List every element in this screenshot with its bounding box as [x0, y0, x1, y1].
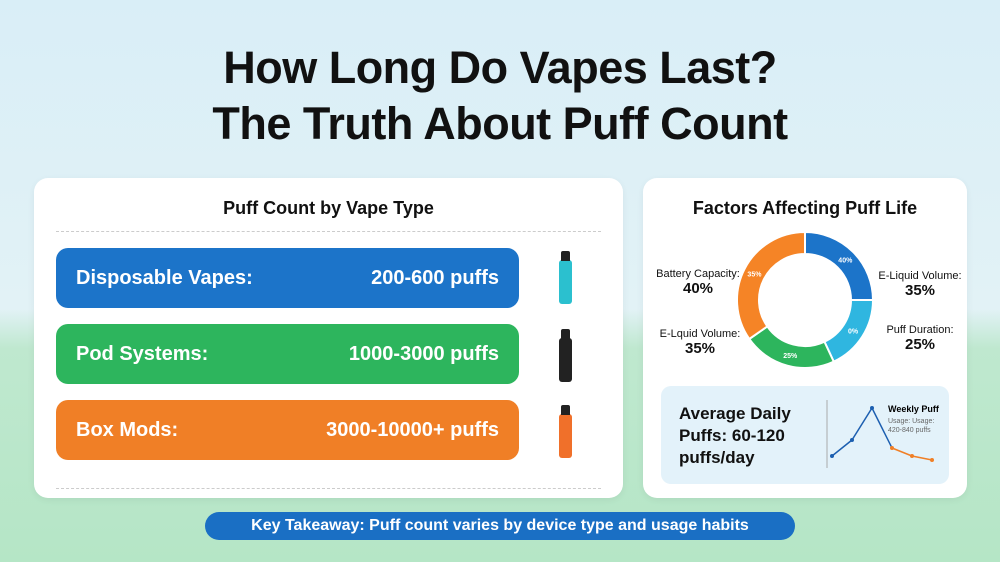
line-segment [891, 447, 913, 457]
bar-value: 3000-10000+ puffs [326, 418, 499, 441]
data-point [930, 458, 934, 462]
bar-label: Box Mods: [76, 418, 179, 441]
panel-heading: Factors Affecting Puff Life [692, 198, 918, 218]
callout-value: 35% [904, 282, 936, 299]
callout-value: 35% [684, 340, 716, 357]
data-point [870, 406, 874, 410]
donut-slice [804, 230, 875, 301]
mini-title: Weekly Puff [888, 404, 940, 414]
donut-chart: 40% 0% 25% 35% [736, 230, 875, 369]
disposable-vape-icon [559, 251, 572, 304]
key-takeaway-banner: Key Takeaway: Puff count varies by devic… [205, 512, 795, 540]
slice-label: 35% [747, 272, 762, 279]
title-line-2: The Truth About Puff Count [212, 98, 788, 149]
callout-eliquid-right: E-Liquid Volume: 35% [875, 270, 965, 299]
donut-slice [736, 230, 806, 341]
bar-pod: Pod Systems: 1000-3000 puffs [56, 324, 519, 384]
pod-system-icon [559, 329, 572, 382]
puff-count-panel: Puff Count by Vape Type Disposable Vapes… [34, 178, 623, 498]
bar-value: 200-600 puffs [371, 266, 499, 289]
bar-value: 1000-3000 puffs [348, 342, 499, 365]
bar-box-mod: Box Mods: 3000-10000+ puffs [56, 400, 519, 460]
factors-panel: Factors Affecting Puff Life 40% 0% 25% 35% … [643, 178, 967, 498]
callout-label: Puff Duration: [886, 324, 954, 336]
bar-disposable: Disposable Vapes: 200-600 puffs [56, 248, 519, 308]
callout-puff-duration: Puff Duration: 25% [875, 324, 965, 353]
donut-slice [747, 324, 836, 369]
line-segment [851, 407, 873, 441]
slice-label: 40% [838, 258, 853, 265]
line-segment [871, 407, 893, 449]
slice-label: 0% [848, 329, 859, 336]
divider [56, 231, 601, 232]
data-point [890, 446, 894, 450]
bar-label: Disposable Vapes: [76, 266, 253, 289]
callout-eliquid-left: E-Lquid Volume: 35% [655, 328, 745, 357]
page-title: How Long Do Vapes Last? The Truth About P… [0, 40, 1000, 152]
callout-label: E-Liquid Volume: [878, 270, 962, 282]
divider [56, 488, 601, 489]
weekly-line-chart: Weekly Puff Usage: Usage: 420-840 puffs [826, 400, 940, 468]
callout-label: Battery Capacity: [656, 268, 740, 280]
slice-label: 25% [783, 353, 798, 360]
data-point [830, 454, 834, 458]
line-segment [831, 439, 853, 457]
mini-sub: Usage: Usage: [888, 418, 934, 425]
callout-value: 40% [682, 280, 714, 297]
data-point [850, 438, 854, 442]
data-point [910, 454, 914, 458]
callout-label: E-Lquid Volume: [659, 328, 741, 340]
bar-label: Pod Systems: [76, 342, 209, 365]
callout-value: 25% [904, 336, 936, 353]
title-line-1: How Long Do Vapes Last? [223, 42, 777, 93]
box-mod-icon [559, 405, 572, 458]
callout-battery: Battery Capacity: 40% [653, 268, 743, 297]
average-daily-card: Average Daily Puffs: 60-120 puffs/day We… [661, 386, 949, 484]
panel-heading: Puff Count by Vape Type [223, 198, 434, 218]
average-text: Average Daily Puffs: 60-120 puffs/day [679, 404, 791, 467]
mini-sub: 420-840 puffs [888, 427, 931, 434]
line-segment [911, 455, 933, 461]
